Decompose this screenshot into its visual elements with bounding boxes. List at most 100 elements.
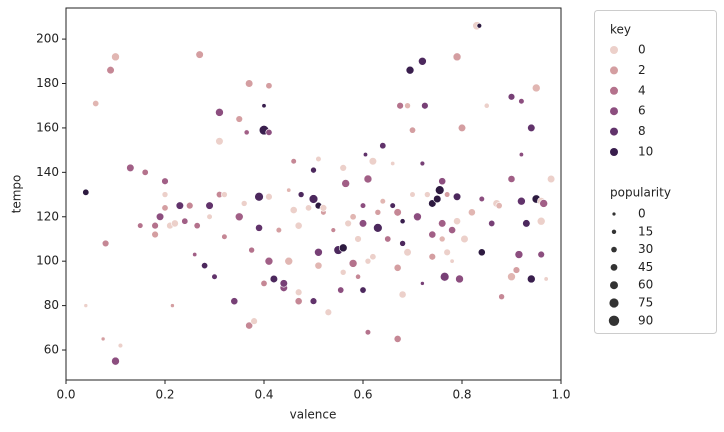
point bbox=[359, 286, 367, 294]
x-tick-label: 0.4 bbox=[254, 388, 273, 402]
legend-label: 0 bbox=[638, 207, 646, 221]
point bbox=[310, 166, 317, 174]
y-tick-label: 80 bbox=[44, 298, 59, 312]
point bbox=[517, 196, 526, 206]
point bbox=[260, 279, 268, 287]
x-tick-label: 0.8 bbox=[452, 388, 471, 402]
legend-marker bbox=[610, 281, 618, 290]
point bbox=[339, 164, 347, 172]
point bbox=[507, 93, 516, 101]
point bbox=[403, 248, 412, 257]
point bbox=[248, 246, 255, 254]
point bbox=[315, 155, 322, 163]
point bbox=[305, 204, 313, 212]
point bbox=[255, 223, 263, 232]
x-tick-label: 0.6 bbox=[353, 388, 372, 402]
point bbox=[373, 223, 383, 233]
point bbox=[100, 336, 106, 342]
point bbox=[355, 273, 361, 280]
point bbox=[368, 157, 378, 166]
point bbox=[363, 174, 373, 184]
point bbox=[294, 297, 303, 306]
point bbox=[354, 235, 362, 243]
point bbox=[455, 274, 464, 284]
point bbox=[111, 356, 120, 366]
point bbox=[488, 219, 496, 227]
legend-marker bbox=[610, 127, 618, 136]
point bbox=[221, 191, 228, 198]
point bbox=[151, 230, 159, 239]
plot-frame bbox=[65, 7, 562, 381]
point bbox=[467, 208, 476, 217]
point bbox=[409, 191, 416, 198]
point bbox=[393, 263, 402, 272]
legend-marker bbox=[610, 46, 618, 54]
point bbox=[389, 202, 396, 209]
point bbox=[195, 50, 204, 59]
point bbox=[201, 262, 209, 270]
point bbox=[211, 273, 218, 280]
point bbox=[264, 256, 274, 266]
point bbox=[192, 252, 198, 258]
point bbox=[444, 191, 451, 198]
point bbox=[106, 66, 115, 75]
point bbox=[284, 256, 294, 266]
point bbox=[161, 204, 169, 212]
point bbox=[92, 99, 100, 107]
point bbox=[390, 160, 396, 166]
point bbox=[457, 123, 467, 133]
point bbox=[250, 317, 258, 325]
point bbox=[483, 102, 490, 109]
legend-label: 90 bbox=[638, 313, 653, 327]
legend-label: 10 bbox=[638, 145, 653, 159]
point bbox=[398, 290, 407, 299]
point bbox=[193, 222, 201, 230]
point bbox=[151, 221, 159, 230]
point bbox=[527, 123, 536, 133]
point bbox=[269, 274, 279, 284]
y-tick-label: 100 bbox=[36, 254, 59, 268]
y-tick-label: 140 bbox=[36, 165, 59, 179]
point bbox=[393, 208, 402, 217]
point bbox=[330, 227, 336, 233]
point bbox=[290, 158, 297, 165]
point bbox=[404, 102, 411, 110]
y-tick-label: 160 bbox=[36, 120, 59, 134]
point bbox=[498, 293, 505, 301]
point bbox=[364, 257, 372, 265]
point bbox=[507, 272, 516, 282]
point bbox=[265, 82, 273, 90]
point bbox=[531, 83, 541, 93]
point bbox=[418, 57, 427, 66]
point bbox=[344, 219, 352, 228]
y-axis-label: tempo bbox=[10, 175, 24, 214]
point bbox=[478, 195, 485, 203]
point bbox=[155, 212, 165, 221]
legend-marker bbox=[610, 107, 618, 116]
point bbox=[495, 202, 503, 210]
point bbox=[399, 240, 406, 247]
point bbox=[384, 235, 392, 243]
point bbox=[234, 212, 244, 222]
x-tick-label: 1.0 bbox=[551, 388, 570, 402]
legend-label: 30 bbox=[638, 242, 653, 256]
point bbox=[245, 321, 254, 330]
point bbox=[460, 234, 469, 244]
point bbox=[546, 174, 556, 184]
legend-label: 45 bbox=[638, 260, 653, 274]
point bbox=[337, 286, 345, 294]
point bbox=[294, 288, 303, 296]
point bbox=[522, 219, 531, 228]
point bbox=[309, 297, 318, 305]
point bbox=[141, 168, 149, 176]
point bbox=[452, 52, 462, 62]
point bbox=[476, 23, 483, 29]
point bbox=[428, 230, 437, 239]
point bbox=[245, 79, 254, 88]
point bbox=[419, 160, 426, 167]
legend-marker bbox=[610, 66, 618, 75]
point bbox=[215, 137, 224, 146]
point bbox=[536, 216, 546, 226]
point bbox=[348, 259, 358, 268]
